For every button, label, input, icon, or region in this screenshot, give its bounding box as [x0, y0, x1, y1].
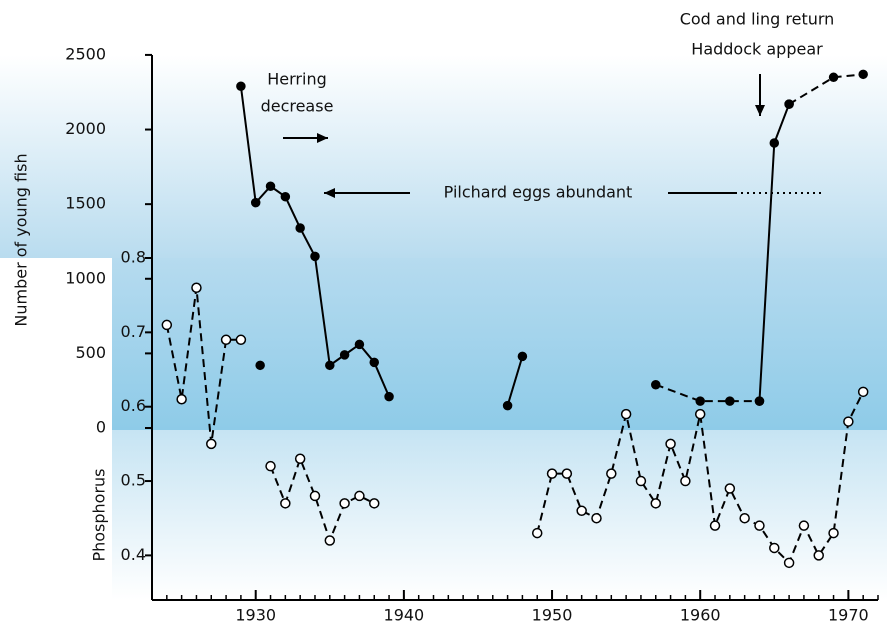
point	[665, 438, 676, 450]
y-tick-label: 1500	[65, 194, 106, 213]
point	[250, 197, 261, 208]
point	[502, 400, 513, 411]
point	[384, 391, 394, 402]
annotation: decrease	[261, 97, 334, 116]
point	[294, 453, 306, 464]
x-tick-label: 1950	[532, 606, 573, 623]
point	[369, 357, 379, 368]
x-tick-label: 1970	[828, 606, 869, 623]
y2-tick-label: 0.6	[121, 396, 146, 415]
series-line	[788, 73, 864, 106]
point	[339, 350, 350, 360]
y-tick-label: 500	[75, 343, 106, 362]
point	[798, 520, 810, 531]
arrow-head	[324, 188, 335, 198]
point	[236, 81, 246, 92]
y-tick-label: 0	[96, 418, 106, 437]
point	[725, 396, 735, 406]
point	[517, 351, 528, 362]
point	[591, 512, 602, 524]
point	[325, 360, 335, 371]
y-axis-label: Number of young fish	[12, 153, 31, 326]
point	[754, 396, 765, 406]
annotation: Cod and ling return	[680, 10, 835, 29]
point	[265, 181, 276, 191]
point	[176, 394, 187, 405]
y2-tick-label: 0.8	[121, 248, 146, 267]
background	[112, 430, 887, 600]
y2-tick-label: 0.7	[121, 322, 146, 341]
point	[843, 416, 854, 427]
arrow-head	[755, 105, 765, 116]
point	[309, 490, 321, 502]
point	[235, 334, 247, 346]
point	[695, 396, 705, 406]
point	[784, 99, 794, 109]
background	[0, 55, 887, 258]
point	[769, 138, 780, 148]
y2-tick-label: 0.4	[121, 545, 146, 564]
point	[828, 72, 839, 83]
point	[354, 339, 365, 350]
point	[813, 550, 824, 561]
point	[206, 438, 217, 450]
annotation: Herring	[267, 70, 327, 89]
point	[354, 490, 365, 502]
point	[709, 520, 721, 531]
point	[280, 498, 291, 509]
point	[754, 520, 765, 531]
point	[295, 223, 305, 233]
point	[606, 468, 617, 479]
point	[635, 475, 647, 487]
point	[561, 468, 573, 479]
point	[576, 505, 587, 517]
x-tick-label: 1960	[680, 606, 721, 623]
point	[651, 379, 661, 390]
arrow-head	[317, 133, 328, 143]
point	[694, 408, 706, 420]
annotation: Pilchard eggs abundant	[444, 183, 633, 202]
point	[368, 498, 380, 509]
point	[769, 542, 780, 554]
point	[857, 386, 869, 398]
y2-axis-label: Phosphorus	[90, 468, 109, 561]
point	[650, 498, 662, 509]
point	[739, 512, 750, 524]
y-tick-label: 2500	[65, 44, 106, 63]
point	[339, 498, 350, 509]
series-line	[655, 383, 760, 403]
point	[255, 360, 265, 371]
point	[680, 475, 691, 487]
point	[546, 468, 558, 479]
point	[324, 535, 336, 546]
point	[531, 527, 543, 539]
point	[620, 408, 632, 420]
point	[161, 319, 173, 331]
point	[191, 282, 202, 293]
series-line	[506, 356, 524, 406]
point	[858, 69, 868, 80]
annotation: Haddock appear	[691, 40, 823, 59]
point	[310, 251, 320, 262]
y-tick-label: 2000	[65, 119, 106, 138]
y-tick-label: 1000	[65, 268, 106, 287]
point	[265, 460, 276, 472]
x-tick-label: 1940	[384, 606, 425, 623]
point	[220, 334, 232, 346]
point	[783, 557, 795, 569]
point	[828, 527, 839, 539]
y2-tick-label: 0.5	[121, 471, 146, 490]
x-tick-label: 1930	[235, 606, 276, 623]
point	[724, 483, 736, 494]
point	[280, 191, 291, 202]
